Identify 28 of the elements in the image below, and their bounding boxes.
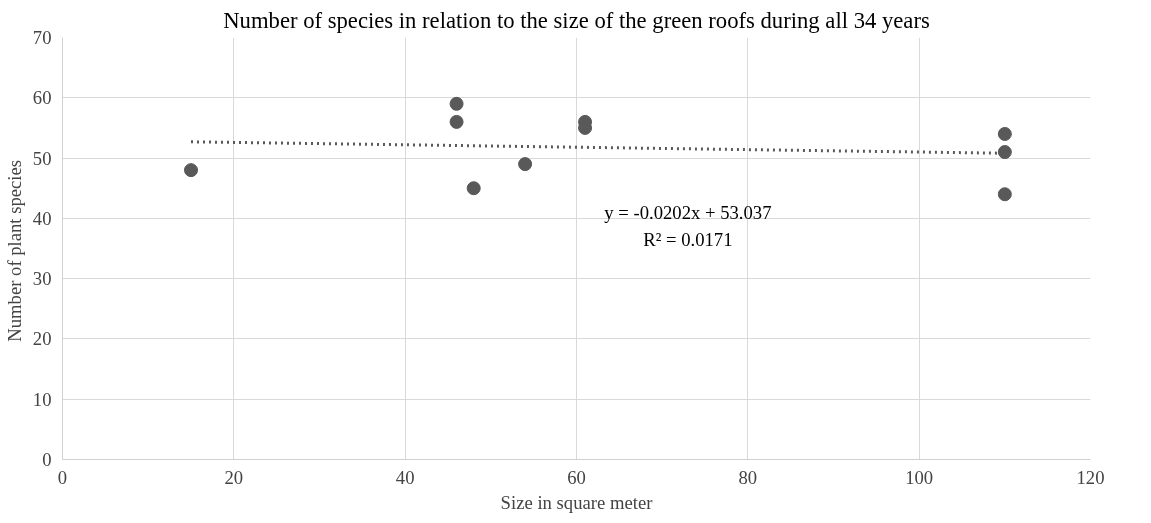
point — [518, 157, 533, 172]
x-axis-title: Size in square meter — [500, 491, 654, 513]
y-tick-label: 40 — [32, 207, 52, 229]
x-tick-label: 40 — [395, 466, 415, 488]
point — [184, 163, 198, 178]
x-tick-label: 100 — [905, 466, 934, 488]
point — [466, 181, 481, 196]
annotation: y = -0.0202x + 53.037 — [604, 201, 772, 223]
point — [449, 96, 464, 111]
y-tick-label: 10 — [32, 388, 52, 410]
annotation: R² = 0.0171 — [643, 228, 733, 250]
chart-title: Number of species in relation to the size of the green roofs during all 34 years — [223, 7, 930, 33]
y-tick-label: 70 — [32, 27, 52, 48]
y-tick-label: 30 — [32, 268, 52, 290]
point — [997, 126, 1012, 141]
x-tick-label: 20 — [224, 466, 244, 488]
x-tick-label: 80 — [738, 466, 758, 488]
y-tick-label: 60 — [32, 87, 52, 109]
y-axis-title: Number of plant species — [3, 159, 25, 342]
point — [997, 145, 1012, 160]
x-tick-label: 0 — [57, 466, 68, 488]
point — [449, 114, 464, 129]
x-tick-label: 60 — [567, 466, 586, 488]
x-tick-label: 120 — [1076, 466, 1105, 488]
point — [997, 187, 1012, 202]
y-tick-label: 0 — [42, 449, 52, 470]
y-tick-label: 50 — [32, 147, 52, 169]
y-tick-label: 20 — [32, 328, 52, 350]
